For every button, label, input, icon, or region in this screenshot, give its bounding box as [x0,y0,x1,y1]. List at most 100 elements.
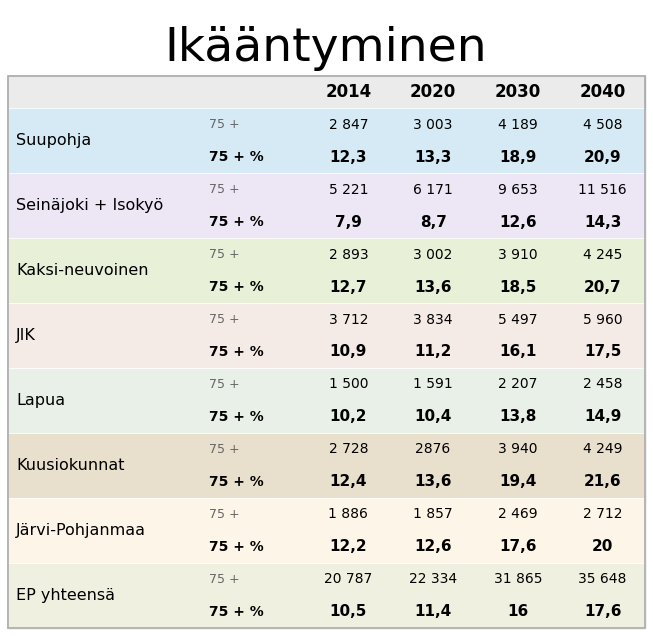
Text: 3 003: 3 003 [413,118,453,132]
Text: 20,7: 20,7 [584,280,622,294]
Text: 1 886: 1 886 [328,508,368,522]
Text: 2 712: 2 712 [583,508,622,522]
Text: 11 516: 11 516 [579,183,627,197]
Text: 10,5: 10,5 [330,604,367,619]
Text: 3 910: 3 910 [498,247,537,261]
FancyBboxPatch shape [8,238,645,303]
Text: 75 + %: 75 + % [209,605,264,619]
Text: 75 + %: 75 + % [209,475,264,489]
Text: 35 648: 35 648 [579,572,627,586]
FancyBboxPatch shape [8,368,645,433]
Text: 7,9: 7,9 [335,214,362,230]
Text: 3 712: 3 712 [328,312,368,326]
Text: EP yhteensä: EP yhteensä [16,588,115,603]
Text: 2 847: 2 847 [328,118,368,132]
Text: 1 500: 1 500 [328,378,368,392]
Text: 2 207: 2 207 [498,378,537,392]
Text: 75 +: 75 + [209,378,240,391]
Text: 5 221: 5 221 [328,183,368,197]
Text: 75 + %: 75 + % [209,280,264,294]
Text: Lapua: Lapua [16,393,65,408]
Text: 2 458: 2 458 [583,378,622,392]
Text: Seinäjoki + Isokyö: Seinäjoki + Isokyö [16,198,163,214]
Text: 12,4: 12,4 [330,474,367,489]
Text: 17,6: 17,6 [584,604,622,619]
Text: 20: 20 [592,539,613,555]
Text: 3 940: 3 940 [498,443,537,457]
Text: 20,9: 20,9 [584,149,622,165]
Text: 21,6: 21,6 [584,474,622,489]
Text: 2876: 2876 [415,443,451,457]
Text: 13,3: 13,3 [415,149,452,165]
Text: 12,2: 12,2 [330,539,367,555]
Text: 75 +: 75 + [209,508,240,521]
Text: 75 + %: 75 + % [209,345,264,359]
Text: 10,2: 10,2 [330,410,367,424]
Text: 2 728: 2 728 [328,443,368,457]
Text: 17,6: 17,6 [499,539,537,555]
Text: 13,8: 13,8 [499,410,537,424]
Text: 13,6: 13,6 [415,474,452,489]
Text: Kuusiokunnat: Kuusiokunnat [16,458,125,473]
Text: 75 +: 75 + [209,183,240,196]
Text: 75 +: 75 + [209,118,240,131]
Text: 16,1: 16,1 [499,345,537,359]
Text: 12,3: 12,3 [330,149,367,165]
Text: 6 171: 6 171 [413,183,453,197]
Text: 2014: 2014 [325,83,372,101]
Text: 8,7: 8,7 [420,214,447,230]
Text: JIK: JIK [16,328,36,343]
Text: Kaksi-neuvoinen: Kaksi-neuvoinen [16,263,148,279]
Text: 4 508: 4 508 [583,118,622,132]
Text: 19,4: 19,4 [499,474,537,489]
Text: 3 002: 3 002 [413,247,453,261]
Text: 12,6: 12,6 [414,539,452,555]
Text: 12,7: 12,7 [330,280,367,294]
FancyBboxPatch shape [8,433,645,498]
Text: 1 857: 1 857 [413,508,453,522]
Text: Suupohja: Suupohja [16,134,91,148]
Text: 14,3: 14,3 [584,214,621,230]
Text: 4 249: 4 249 [583,443,622,457]
Text: 10,4: 10,4 [415,410,452,424]
Text: 2040: 2040 [579,83,626,101]
Text: 5 497: 5 497 [498,312,537,326]
Text: 75 + %: 75 + % [209,540,264,554]
Text: 75 + %: 75 + % [209,150,264,164]
Text: 1 591: 1 591 [413,378,453,392]
Text: 75 +: 75 + [209,443,240,456]
FancyBboxPatch shape [8,109,645,174]
FancyBboxPatch shape [8,76,645,628]
Text: 31 865: 31 865 [494,572,542,586]
Text: 20 787: 20 787 [325,572,372,586]
Text: 2020: 2020 [410,83,456,101]
FancyBboxPatch shape [8,498,645,563]
Text: 17,5: 17,5 [584,345,621,359]
Text: 4 245: 4 245 [583,247,622,261]
FancyBboxPatch shape [8,174,645,238]
FancyBboxPatch shape [8,303,645,368]
Text: 4 189: 4 189 [498,118,538,132]
Text: Ikääntyminen: Ikääntyminen [165,26,487,71]
Text: 2030: 2030 [495,83,541,101]
Text: 75 + %: 75 + % [209,215,264,229]
FancyBboxPatch shape [8,563,645,628]
Text: 5 960: 5 960 [583,312,622,326]
Text: 75 +: 75 + [209,313,240,326]
Text: 16: 16 [507,604,528,619]
Text: 18,9: 18,9 [499,149,537,165]
FancyBboxPatch shape [8,76,645,109]
Text: 75 +: 75 + [209,573,240,586]
Text: 11,4: 11,4 [415,604,452,619]
Text: 13,6: 13,6 [415,280,452,294]
Text: 2 893: 2 893 [328,247,368,261]
Text: 9 653: 9 653 [498,183,537,197]
Text: 2 469: 2 469 [498,508,537,522]
Text: 3 834: 3 834 [413,312,453,326]
Text: 22 334: 22 334 [409,572,457,586]
Text: 11,2: 11,2 [415,345,452,359]
Text: Järvi-Pohjanmaa: Järvi-Pohjanmaa [16,523,146,538]
Text: 75 + %: 75 + % [209,410,264,424]
Text: 75 +: 75 + [209,248,240,261]
Text: 18,5: 18,5 [499,280,537,294]
